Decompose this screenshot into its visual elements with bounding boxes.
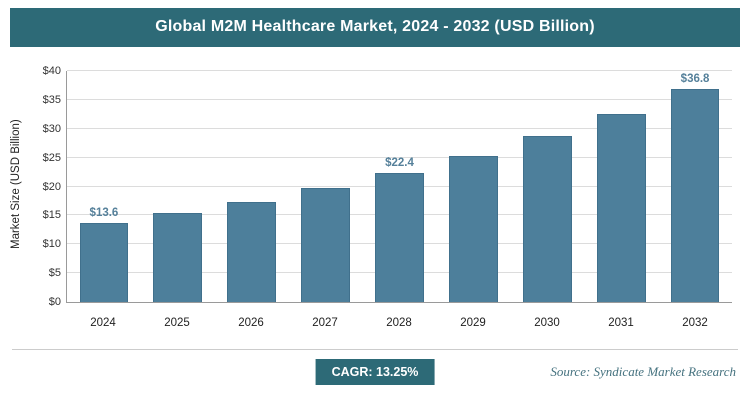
- bar-slot-2028: $22.4: [363, 71, 437, 302]
- y-axis-title: Market Size (USD Billion): [10, 119, 22, 249]
- y-tick-label: $30: [42, 122, 61, 135]
- bar-2028: [375, 172, 424, 302]
- bar-slot-2030: [510, 71, 584, 302]
- bar-value-label: $22.4: [385, 156, 414, 169]
- cagr-badge: CAGR: 13.25%: [315, 359, 435, 385]
- x-tick-label-2031: 2031: [608, 317, 634, 329]
- bar-slot-2025: [141, 71, 215, 302]
- bar-2032: [670, 89, 720, 302]
- bar-2025: [153, 213, 203, 302]
- gridline: [67, 98, 732, 100]
- x-tick-label-2025: 2025: [164, 317, 190, 329]
- bar-2024: [79, 223, 129, 302]
- bar-chart: Market Size (USD Billion) $0 $5 $10 $15 $20 $…: [8, 63, 736, 335]
- bar-2030: [522, 136, 572, 302]
- chart-plot-area: $0 $5 $10 $15 $20 $25 $30 $35 $40 $13.6 $22.4 $36.…: [43, 65, 732, 308]
- x-tick-label-2024: 2024: [90, 317, 116, 329]
- y-tick-label: $40: [42, 65, 61, 77]
- bar-2026: [227, 201, 277, 302]
- bar-2031: [596, 114, 646, 302]
- x-tick-label-2026: 2026: [238, 317, 264, 329]
- bar-slot-2026: [215, 71, 289, 302]
- y-tick-label: $10: [42, 238, 61, 251]
- chart-title: Global M2M Healthcare Market, 2024 - 203…: [10, 8, 740, 47]
- gridline: [67, 127, 732, 129]
- bar-2029: [449, 155, 498, 302]
- y-tick-label: $15: [42, 209, 61, 222]
- bar-value-label: $13.6: [89, 207, 119, 220]
- y-tick-label: $0: [48, 296, 61, 308]
- bars-group: $13.6 $22.4 $36.8: [67, 71, 732, 302]
- bar-slot-2029: [436, 71, 510, 302]
- bar-slot-2027: [289, 71, 363, 302]
- gridline: [67, 156, 732, 158]
- bar-slot-2031: [584, 71, 658, 302]
- y-tick-label: $25: [42, 151, 61, 164]
- y-tick-label: $20: [42, 180, 61, 193]
- x-axis-labels: 2024 2025 2026 2027 2028 2029 2030 2031 2032: [66, 317, 732, 329]
- gridline: [67, 70, 732, 71]
- x-tick-label-2028: 2028: [386, 317, 412, 329]
- x-tick-label-2032: 2032: [682, 317, 708, 329]
- bar-slot-2032: $36.8: [658, 71, 732, 302]
- bar-2027: [301, 187, 350, 302]
- chart-footer: CAGR: 13.25% Source: Syndicate Market Re…: [12, 349, 738, 396]
- x-tick-label-2029: 2029: [460, 317, 486, 329]
- source-text: Source: Syndicate Market Research: [550, 364, 736, 379]
- bar-slot-2024: $13.6: [67, 71, 141, 302]
- x-tick-label-2027: 2027: [312, 317, 338, 329]
- x-tick-label-2030: 2030: [534, 317, 560, 329]
- y-tick-label: $5: [48, 267, 61, 280]
- y-tick-label: $35: [42, 93, 61, 106]
- bar-value-label: $36.8: [680, 73, 710, 86]
